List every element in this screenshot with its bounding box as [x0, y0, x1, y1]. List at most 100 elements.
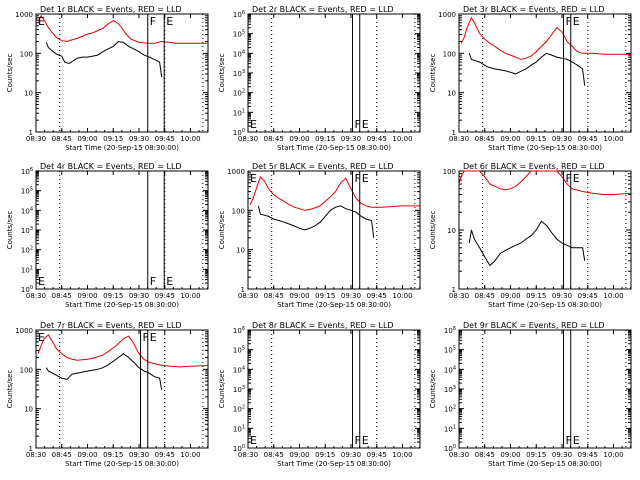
plot-frame	[247, 329, 421, 449]
y-tick-label: 100	[444, 444, 456, 453]
y-tick-label: 1	[452, 129, 456, 137]
y-tick-label: 104	[21, 206, 33, 215]
x-tick-label: 09:45	[155, 292, 175, 300]
y-tick-label: 1	[452, 286, 456, 294]
x-tick-label: 09:30	[552, 135, 572, 143]
y-axis-label: Counts/sec	[6, 370, 14, 409]
x-tick-label: 09:30	[552, 451, 572, 459]
x-axis-label: Start Time (20-Sep-15 08:30:00)	[277, 301, 391, 309]
plot-frame	[247, 13, 421, 133]
x-tick-label: 09:30	[341, 451, 361, 459]
panel-det-8r: Det 8r BLACK = Events, RED = LLD 08:30 08:…	[218, 321, 421, 468]
y-tick-label: 10	[24, 406, 33, 414]
events-series-line	[45, 353, 163, 390]
y-tick-label: 10	[447, 227, 456, 235]
x-tick-label: 09:15	[315, 135, 335, 143]
y-tick-label: 10	[447, 90, 456, 98]
x-axis-label: Start Time (20-Sep-15 08:30:00)	[277, 144, 391, 152]
x-tick-label: 09:00	[289, 451, 309, 459]
x-tick-label: 10:00	[180, 292, 200, 300]
y-tick-label: 1000	[438, 11, 456, 19]
y-tick-label: 100	[21, 285, 33, 294]
y-tick-label: 100	[20, 366, 33, 374]
x-tick-label: 08:30	[238, 451, 258, 459]
y-tick-label: 102	[21, 246, 33, 255]
x-tick-label: 09:00	[500, 135, 520, 143]
y-tick-label: 103	[233, 385, 245, 394]
x-tick-label: 08:30	[449, 292, 469, 300]
y-tick-label: 103	[233, 69, 245, 78]
x-tick-label: 10:00	[180, 135, 200, 143]
panel-det-1r: Det 1r BLACK = Events, RED = LLD 08:30 08:…	[6, 5, 209, 152]
y-tick-label: 104	[444, 365, 456, 374]
y-tick-label: 102	[444, 405, 456, 414]
y-tick-label: 100	[233, 444, 245, 453]
y-axis-label: Counts/sec	[6, 211, 14, 250]
x-tick-label: 08:45	[475, 135, 495, 143]
lld-series-line	[37, 14, 208, 44]
panel-title: Det 4r BLACK = Events, RED = LLD	[40, 162, 182, 171]
panel-det-4r: Det 4r BLACK = Events, RED = LLD 08:30 08:…	[6, 162, 209, 309]
x-tick-label: 09:45	[578, 135, 598, 143]
x-tick-label: 08:45	[52, 451, 72, 459]
y-tick-label: 105	[21, 187, 33, 196]
x-axis-label: Start Time (20-Sep-15 08:30:00)	[65, 301, 179, 309]
marker-label: E	[166, 275, 173, 288]
marker-label: E	[250, 172, 257, 185]
marker-label: F	[150, 15, 156, 28]
x-tick-label: 09:00	[77, 135, 97, 143]
y-tick-label: 101	[21, 265, 33, 274]
panel-title: Det 1r BLACK = Events, RED = LLD	[40, 5, 182, 14]
x-axis-label: Start Time (20-Sep-15 08:30:00)	[65, 460, 179, 468]
x-tick-label: 10:00	[603, 135, 623, 143]
y-tick-label: 104	[233, 365, 245, 374]
marker-label: F	[143, 331, 149, 344]
y-tick-label: 102	[233, 405, 245, 414]
x-tick-label: 10:00	[392, 135, 412, 143]
plot-frame	[458, 329, 632, 449]
x-tick-label: 08:30	[238, 292, 258, 300]
plot-frame	[458, 170, 632, 290]
x-tick-label: 08:30	[26, 135, 46, 143]
x-tick-label: 09:00	[500, 451, 520, 459]
marker-label: E	[362, 118, 369, 131]
x-tick-label: 08:45	[264, 135, 284, 143]
y-tick-label: 106	[233, 10, 245, 19]
y-tick-label: 1	[29, 445, 33, 453]
x-tick-label: 08:30	[26, 292, 46, 300]
y-tick-label: 100	[443, 50, 456, 58]
panel-title: Det 3r BLACK = Events, RED = LLD	[463, 5, 605, 14]
y-tick-label: 1	[29, 129, 33, 137]
lld-series-line	[249, 176, 420, 211]
x-tick-label: 08:45	[264, 451, 284, 459]
x-tick-label: 09:30	[552, 292, 572, 300]
marker-label: F	[566, 172, 572, 185]
y-tick-label: 105	[233, 346, 245, 355]
y-tick-label: 106	[233, 326, 245, 335]
panel-det-5r: Det 5r BLACK = Events, RED = LLD 08:30 08:…	[218, 162, 421, 309]
x-tick-label: 10:00	[603, 292, 623, 300]
marker-label: E	[573, 15, 580, 28]
y-axis-label: Counts/sec	[6, 54, 14, 93]
events-series-line	[257, 205, 375, 238]
marker-label: E	[150, 331, 157, 344]
x-tick-label: 08:45	[52, 135, 72, 143]
y-tick-label: 100	[443, 168, 456, 176]
x-tick-label: 08:45	[52, 292, 72, 300]
y-tick-label: 10	[24, 90, 33, 98]
x-tick-label: 09:15	[315, 292, 335, 300]
x-tick-label: 09:15	[103, 135, 123, 143]
x-tick-label: 09:45	[155, 451, 175, 459]
x-tick-label: 10:00	[603, 451, 623, 459]
y-axis-label: Counts/sec	[218, 370, 226, 409]
panel-det-6r: Det 6r BLACK = Events, RED = LLD 08:30 08:…	[429, 162, 632, 309]
x-tick-label: 09:30	[341, 135, 361, 143]
plot-frame	[247, 170, 421, 290]
panel-det-9r: Det 9r BLACK = Events, RED = LLD 08:30 08:…	[429, 321, 632, 468]
marker-label: E	[362, 434, 369, 447]
y-tick-label: 100	[20, 50, 33, 58]
y-axis-label: Counts/sec	[429, 370, 437, 409]
x-axis-label: Start Time (20-Sep-15 08:30:00)	[65, 144, 179, 152]
x-axis-label: Start Time (20-Sep-15 08:30:00)	[488, 144, 602, 152]
